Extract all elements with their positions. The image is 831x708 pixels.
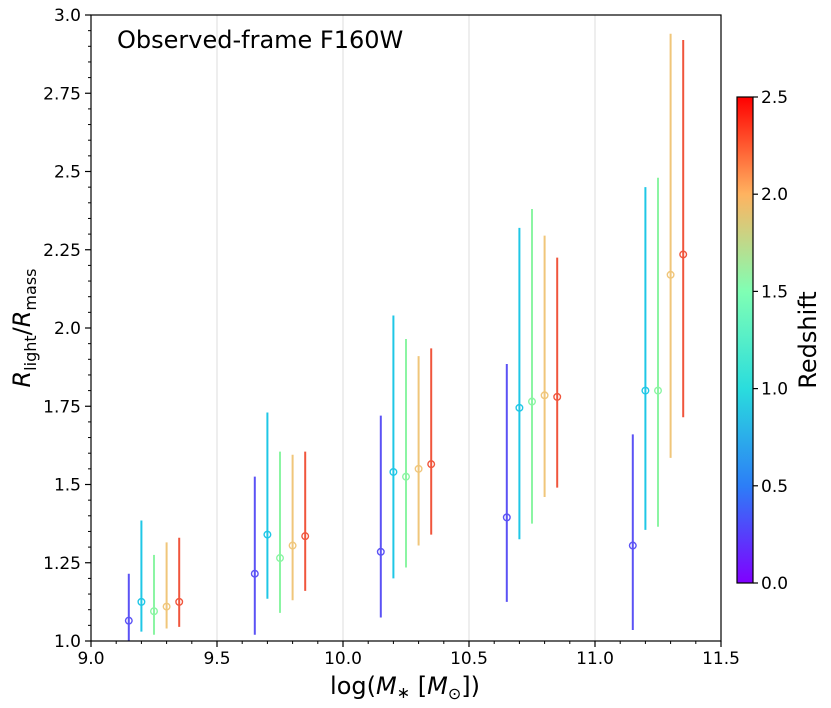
colorbar-ticks: 0.0 0.5 1.0 1.5 2.0 2.5 <box>753 88 788 594</box>
x-axis-label: log(M∗ [M⊙]) <box>330 672 480 703</box>
colorbar-tick-label: 0.5 <box>761 477 788 497</box>
y-tick-label: 3.0 <box>54 6 81 26</box>
data-point <box>175 597 184 606</box>
y-tick-label: 2.75 <box>43 84 81 104</box>
data-point <box>502 513 511 522</box>
data-point <box>540 391 549 400</box>
y-tick-label: 1.25 <box>43 554 81 574</box>
data-point <box>162 602 171 611</box>
y-tick-label: 2.5 <box>54 163 81 183</box>
y-tick-label: 1.0 <box>54 632 81 652</box>
colorbar-tick-label: 0.0 <box>761 574 788 594</box>
data-point <box>427 460 436 469</box>
x-axis-ticks: 9.0 9.5 10.0 10.5 11.0 11.5 <box>77 641 740 669</box>
data-point <box>389 467 398 476</box>
x-tick-label: 10.0 <box>324 649 362 669</box>
plot-annotation: Observed-frame F160W <box>117 26 403 54</box>
data-point <box>528 397 537 406</box>
colorbar-tick-label: 2.5 <box>761 88 788 108</box>
data-point <box>149 607 158 616</box>
x-tick-label: 11.5 <box>702 649 740 669</box>
y-tick-label: 1.75 <box>43 397 81 417</box>
y-tick-label: 2.25 <box>43 241 81 261</box>
data-point <box>679 250 688 259</box>
x-tick-label: 11.0 <box>576 649 614 669</box>
grid-lines <box>216 15 596 641</box>
data-point <box>553 392 562 401</box>
data-point <box>654 386 663 395</box>
x-tick-label: 10.5 <box>450 649 488 669</box>
y-tick-label: 2.0 <box>54 319 81 339</box>
data-point <box>628 541 637 550</box>
data-point <box>301 532 310 541</box>
colorbar-tick-label: 1.5 <box>761 282 788 302</box>
data-point <box>124 616 133 625</box>
data-point <box>288 541 297 550</box>
colorbar-tick-label: 2.0 <box>761 185 788 205</box>
data-marks <box>124 33 688 641</box>
data-point <box>376 547 385 556</box>
data-point <box>414 464 423 473</box>
x-tick-label: 9.5 <box>203 649 230 669</box>
data-point <box>666 270 675 279</box>
data-point <box>641 386 650 395</box>
data-point <box>263 530 272 539</box>
data-point <box>137 597 146 606</box>
y-axis-label: Rlight/Rmass <box>8 269 40 388</box>
data-point <box>250 569 259 578</box>
x-tick-label: 9.0 <box>77 649 104 669</box>
data-point <box>515 403 524 412</box>
y-axis-ticks: 1.0 1.25 1.5 1.75 2.0 2.25 2.5 2.75 3.0 <box>43 6 91 652</box>
colorbar-tick-label: 1.0 <box>761 380 788 400</box>
colorbar <box>736 96 754 584</box>
data-point <box>276 554 285 563</box>
colorbar-label: Redshift <box>794 291 822 388</box>
data-point <box>402 472 411 481</box>
y-tick-label: 1.5 <box>54 476 81 496</box>
